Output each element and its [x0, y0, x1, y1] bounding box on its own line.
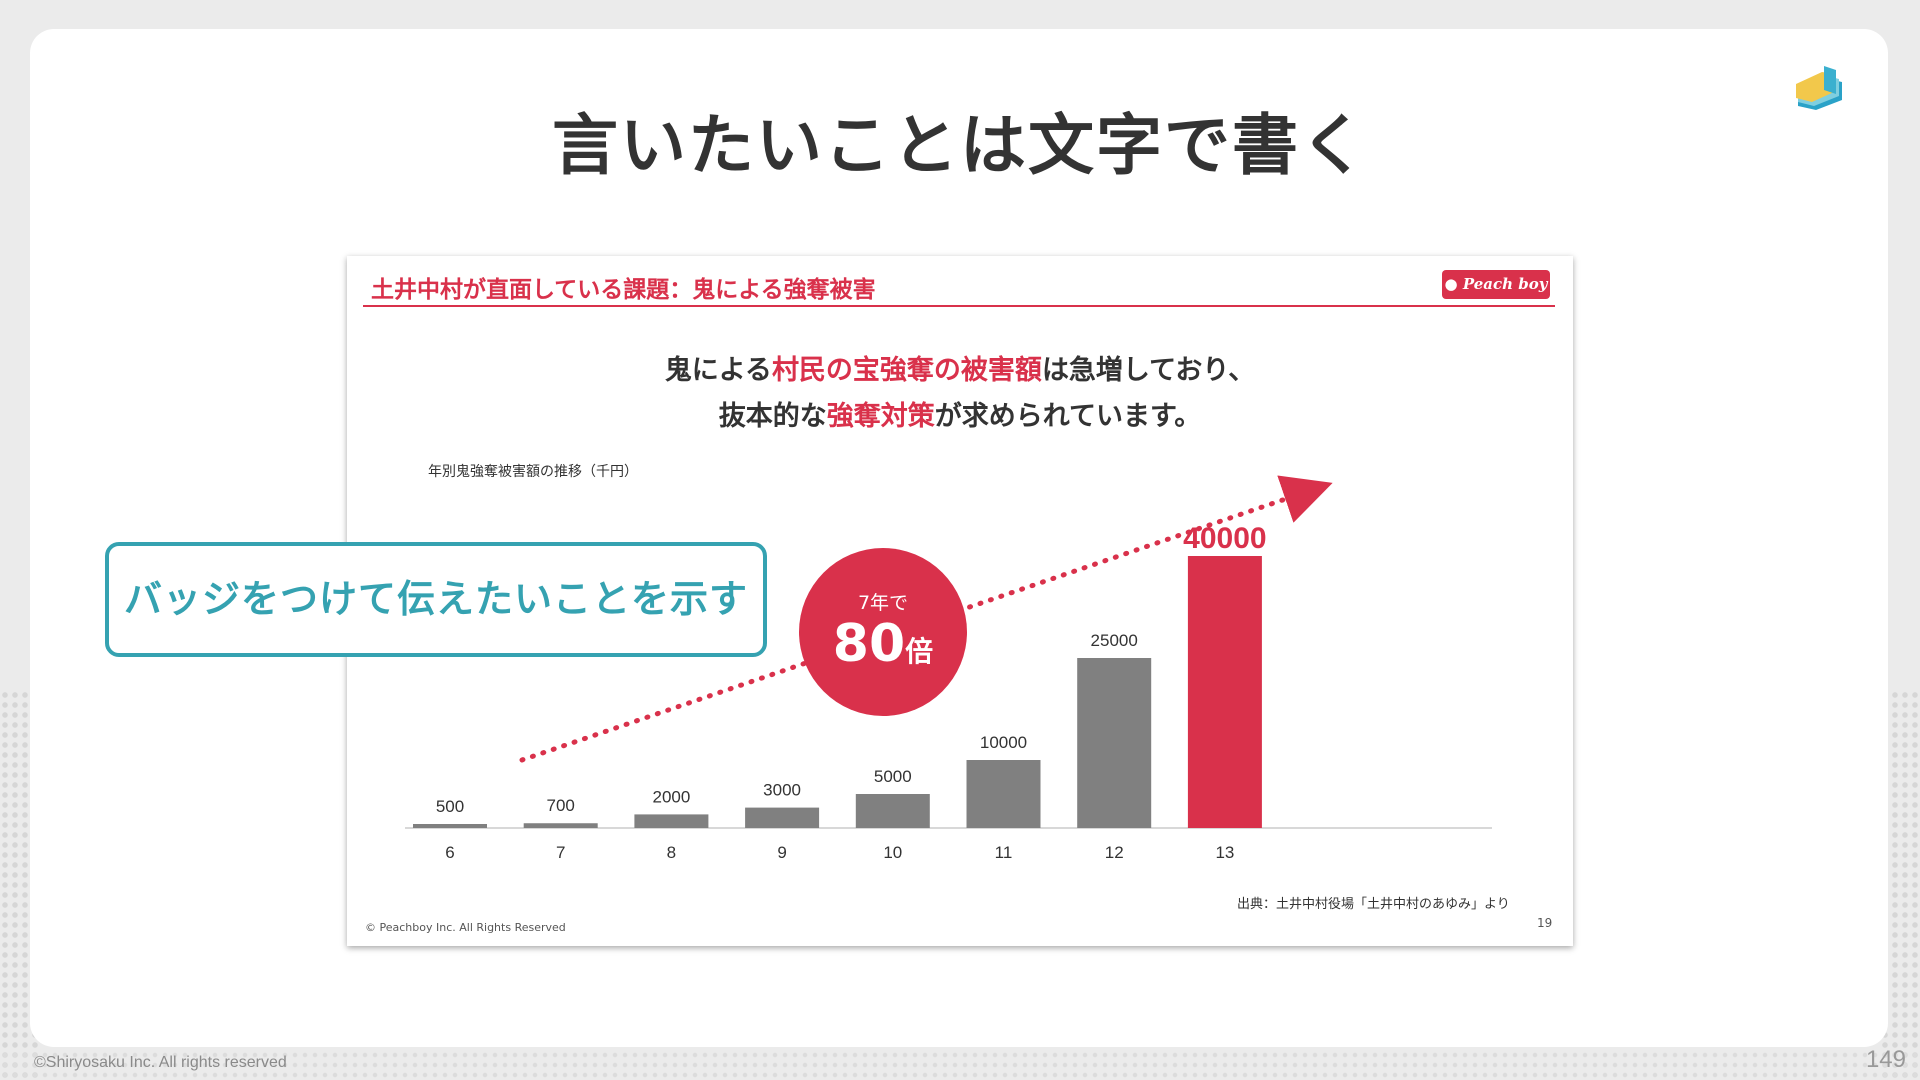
page-number: 149: [1865, 1046, 1906, 1073]
x-tick-9: 9: [777, 843, 786, 862]
data-label-9: 3000: [763, 781, 801, 800]
callout-text: バッジをつけて伝えたいことを示す: [123, 577, 748, 621]
key-message-line2: 抜本的な強奪対策が求められています。: [347, 394, 1573, 433]
brand-logo-icon: [1796, 66, 1842, 110]
x-tick-10: 10: [883, 843, 902, 862]
msg1-pre: 鬼による: [664, 355, 772, 386]
callout-box: バッジをつけて伝えたいことを示す: [105, 542, 767, 657]
growth-badge-unit: 倍: [905, 635, 934, 668]
bar-8: [634, 814, 709, 828]
embedded-slide: 土井中村が直面している課題：鬼による強奪被害 ● Peach boy 鬼による村…: [347, 256, 1573, 946]
msg2-post: が求められています。: [934, 401, 1202, 432]
growth-badge-caption: 7年で: [857, 592, 909, 614]
data-label-12: 25000: [1091, 631, 1138, 650]
growth-badge-number: 80: [832, 614, 906, 674]
slide-copyright: © Peachboy Inc. All Rights Reserved: [365, 921, 566, 934]
slide-number: 19: [1537, 916, 1553, 930]
bar-10: [855, 794, 930, 828]
peach-boy-logo-text: Peach boy: [1462, 275, 1548, 293]
data-label-10: 5000: [874, 767, 912, 786]
bar-12: [1077, 658, 1152, 828]
bar-13: [1187, 556, 1262, 828]
bar-chart: 500 6 700 7 2000 8 3000 9 5000 10 10000 11 25000 12 40…: [405, 475, 1492, 862]
x-tick-7: 7: [556, 843, 565, 862]
msg2-highlight: 強奪対策: [826, 401, 935, 432]
peach-boy-logo: ● Peach boy: [1442, 270, 1550, 299]
page-title: 言いたいことは文字で書く: [552, 107, 1368, 184]
x-tick-11: 11: [995, 843, 1013, 862]
peach-icon: ●: [1444, 275, 1458, 293]
data-label-6: 500: [436, 797, 464, 816]
msg1-post: は急増しており、: [1041, 355, 1256, 386]
bar-11: [966, 760, 1041, 828]
data-label-13: 40000: [1183, 522, 1266, 555]
source-note: 出典：土井中村役場「土井中村のあゆみ」より: [1237, 897, 1510, 912]
growth-badge: 7年で 80倍: [799, 548, 967, 716]
bar-9: [745, 807, 820, 828]
header-divider: [363, 305, 1555, 307]
data-label-8: 2000: [652, 787, 690, 806]
msg1-highlight: 村民の宝強奪の被害額: [771, 355, 1042, 386]
key-message-line1: 鬼による村民の宝強奪の被害額は急増しており、: [347, 348, 1573, 387]
growth-badge-value: 80倍: [799, 614, 967, 674]
footer-copyright: ©Shiryosaku Inc. All rights reserved: [34, 1054, 287, 1071]
dot-pattern-bottom: [0, 1050, 1920, 1080]
data-label-11: 10000: [980, 733, 1027, 752]
x-tick-12: 12: [1105, 843, 1124, 862]
x-tick-13: 13: [1215, 843, 1234, 862]
x-tick-8: 8: [667, 843, 676, 862]
slide-header: 土井中村が直面している課題：鬼による強奪被害: [371, 277, 876, 303]
data-label-7: 700: [547, 796, 575, 815]
bar-7: [523, 823, 598, 828]
x-tick-6: 6: [445, 843, 454, 862]
msg2-pre: 抜本的な: [718, 401, 827, 432]
chart-caption: 年別鬼強奪被害額の推移（千円）: [428, 464, 638, 480]
bar-6: [413, 824, 487, 828]
